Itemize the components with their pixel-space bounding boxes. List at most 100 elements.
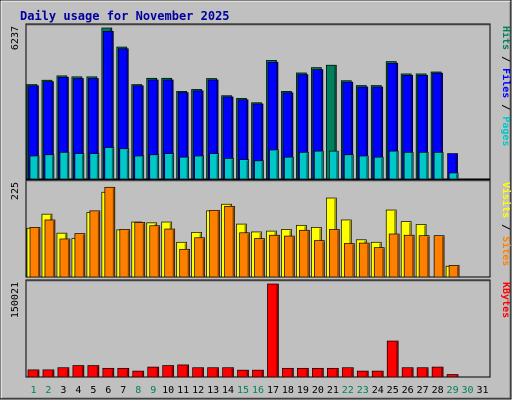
kbytes-bar — [297, 367, 309, 378]
files-bar-shade — [186, 93, 188, 179]
pages-bar-shade — [216, 154, 219, 179]
pages-bar — [433, 152, 444, 180]
pages-bar-shade — [291, 158, 293, 179]
sites-bar-shade — [457, 266, 459, 277]
pages-bar-shade — [261, 161, 263, 179]
pages-bar — [44, 154, 55, 180]
day-label: 7 — [120, 385, 126, 396]
sites-bar-shade — [232, 207, 235, 277]
kbytes-bar — [57, 367, 70, 378]
kbytes-bar — [327, 367, 339, 378]
sites-bar — [44, 219, 56, 278]
files-bar-shade — [51, 82, 53, 179]
kbytes-bar-shade — [186, 365, 189, 377]
sites-bar — [104, 186, 116, 278]
kbytes-bar-shade — [396, 342, 398, 377]
kbytes-bar-shade — [36, 370, 39, 377]
kbytes-bar-shade — [441, 368, 443, 377]
sites-bar — [239, 232, 250, 278]
pages-bar — [134, 155, 145, 180]
kbytes-panel-legend: KBytes — [500, 282, 511, 318]
legend-pages: Pages — [500, 116, 511, 146]
pages-bar-shade — [141, 157, 144, 179]
kbytes-panel — [25, 279, 491, 378]
pages-bar — [284, 156, 294, 180]
day-label: 25 — [387, 385, 399, 396]
pages-bar — [239, 159, 249, 180]
files-bar-shade — [231, 97, 233, 179]
files-bar-shade — [201, 91, 203, 179]
pages-bar — [358, 155, 369, 180]
day-label: 17 — [267, 385, 279, 396]
day-label: 30 — [462, 385, 474, 396]
pages-bar-shade — [96, 154, 99, 179]
kbytes-bar — [386, 340, 399, 378]
sites-bar — [418, 235, 430, 278]
sites-bar-shade — [337, 230, 339, 277]
day-label: 9 — [150, 385, 156, 396]
day-label: 27 — [417, 385, 429, 396]
kbytes-bar-shade — [81, 366, 84, 377]
kbytes-bar-shade — [351, 368, 353, 377]
sites-bar-shade — [127, 230, 130, 277]
day-label: 10 — [162, 385, 174, 396]
legend-visits: Visits — [500, 182, 512, 218]
pages-bar-shade — [171, 154, 174, 179]
kbytes-bar-shade — [426, 368, 428, 377]
sites-bar — [119, 229, 131, 278]
day-label: 6 — [105, 385, 111, 396]
sites-bar-shade — [292, 237, 294, 277]
pages-bar — [254, 160, 264, 180]
kbytes-bar — [117, 367, 130, 378]
pages-bar — [343, 154, 354, 180]
kbytes-bar — [252, 369, 264, 378]
day-label: 5 — [90, 385, 96, 396]
pages-bar — [164, 153, 175, 180]
kbytes-bar — [132, 370, 145, 378]
sites-bar — [329, 229, 340, 278]
files-bar-shade — [246, 100, 248, 179]
kbytes-bar-shade — [321, 369, 323, 377]
pages-bar — [104, 147, 115, 180]
day-label: 26 — [402, 385, 414, 396]
files-bar-shade — [305, 75, 308, 179]
legend-kbytes: KBytes — [500, 282, 511, 318]
files-bar-shade — [410, 76, 413, 179]
sites-bar — [358, 242, 370, 278]
kbytes-bar-shade — [201, 368, 204, 377]
day-label: 12 — [192, 385, 204, 396]
kbytes-bar-shade — [171, 366, 174, 377]
kbytes-bar-shade — [261, 371, 263, 377]
kbytes-bar — [431, 366, 444, 378]
sites-bar — [194, 237, 205, 278]
kbytes-bar — [177, 364, 189, 378]
kbytes-bar-shade — [366, 372, 368, 377]
files-bar-shade — [216, 80, 218, 179]
sites-bar-shade — [52, 220, 55, 277]
kbytes-bar — [192, 367, 204, 378]
files-bar-shade — [395, 64, 398, 179]
pages-bar-shade — [246, 160, 249, 179]
pages-bar-shade — [396, 152, 398, 179]
pages-bar — [59, 152, 70, 180]
pages-bar — [194, 155, 204, 180]
files-bar-shade — [171, 80, 173, 179]
pages-bar-shade — [306, 153, 308, 179]
kbytes-bar — [72, 365, 85, 378]
legend-files: Files — [500, 68, 512, 98]
sites-bar-shade — [142, 223, 145, 277]
kbytes-bar-shade — [51, 370, 54, 377]
day-label: 21 — [327, 385, 339, 396]
sites-bar-shade — [172, 230, 175, 277]
hits-panel-legend: Hits / Files / Pages — [500, 26, 512, 146]
sites-bar-shade — [442, 236, 444, 277]
kbytes-bar-shade — [381, 372, 383, 377]
sites-bar-shade — [262, 239, 264, 277]
chart-title: Daily usage for November 2025 — [20, 9, 230, 23]
pages-bar — [448, 172, 459, 180]
kbytes-bar — [267, 283, 279, 378]
pages-bar-shade — [411, 153, 413, 179]
